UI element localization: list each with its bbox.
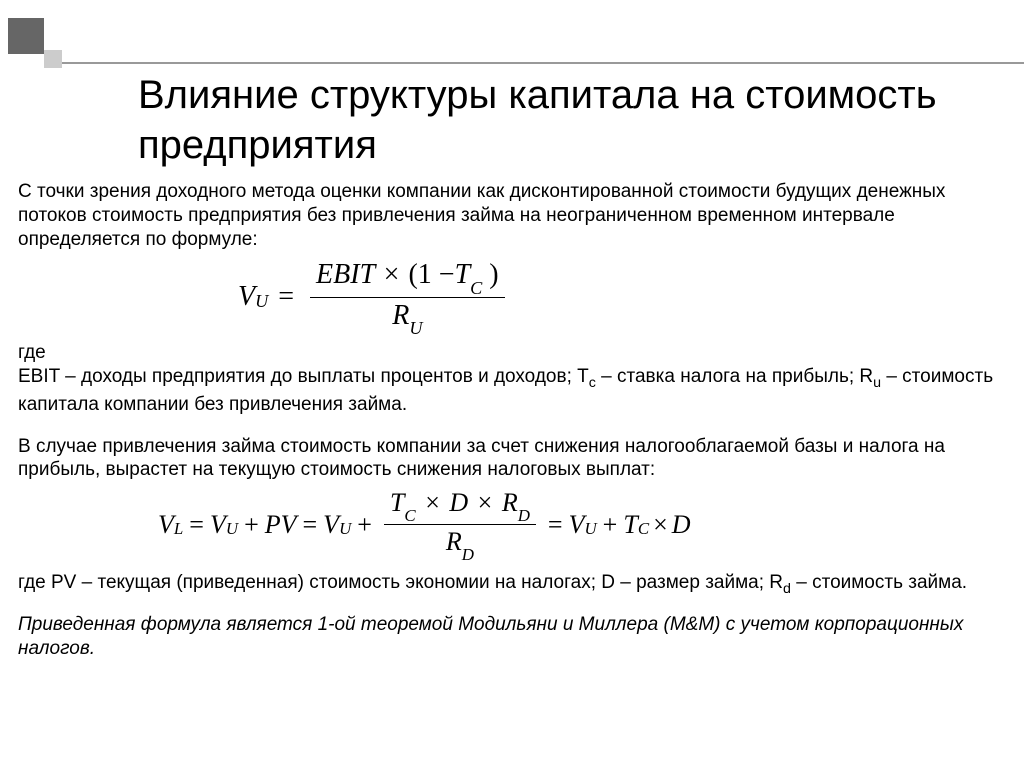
f2-num-tc-var: T: [390, 488, 404, 517]
f2-num-rd-var: R: [502, 488, 518, 517]
f1-numerator: EBIT × (1 −TC ): [310, 259, 505, 297]
f2-t3-var: V: [323, 510, 339, 540]
f1-num-ebit: EBIT: [316, 259, 375, 290]
f2-plus2: +: [357, 510, 372, 540]
slide-title: Влияние структуры капитала на стоимость …: [138, 70, 1006, 170]
f1-eq: =: [278, 281, 294, 313]
f2-times3: ×: [653, 510, 668, 540]
f2-plus3: +: [603, 510, 618, 540]
f2-t1-var: V: [210, 510, 226, 540]
f1-num-close: ): [489, 259, 498, 290]
f2-t5-sub: C: [638, 519, 649, 539]
f2-numerator: TC × D × RD: [384, 488, 536, 524]
f1-den-var: R: [392, 300, 409, 331]
f1-fraction: EBIT × (1 −TC ) RU: [310, 259, 505, 335]
f2-fraction: TC × D × RD RD: [384, 488, 536, 561]
f2-eq2: =: [303, 510, 318, 540]
f1-num-tc-var: T: [455, 259, 471, 290]
f2-num-d: D: [449, 488, 468, 517]
formula-vu: VU = EBIT × (1 −TC ) RU: [18, 259, 1006, 335]
where-label: где: [18, 341, 1006, 365]
f1-lhs-var: V: [238, 281, 255, 313]
decor-square-large: [8, 18, 44, 54]
f2-num-rd-sub: D: [518, 506, 530, 525]
f2-num-times2: ×: [478, 488, 493, 517]
f2-t4-sub: U: [584, 519, 596, 539]
f2-t3-sub: U: [339, 519, 351, 539]
f2-eq1: =: [189, 510, 204, 540]
f1-lhs-sub: U: [255, 291, 268, 312]
f1-den-sub: U: [409, 318, 422, 338]
top-divider: [62, 62, 1024, 64]
f1-num-tc-sub: C: [470, 278, 482, 298]
f2-num-times1: ×: [425, 488, 440, 517]
f2-lhs-var: V: [158, 510, 174, 540]
f2-eq3: =: [548, 510, 563, 540]
f2-denominator: RD: [384, 524, 536, 561]
footnote: Приведенная формула является 1-ой теорем…: [18, 613, 1006, 661]
f2-den-sub: D: [462, 545, 474, 564]
decor-square-small: [44, 50, 62, 68]
f2-den-var: R: [446, 527, 462, 556]
f2-t4-var: V: [569, 510, 585, 540]
formula-vl: VL = VU + PV = VU + TC × D × RD RD = VU …: [18, 488, 1006, 561]
intro-paragraph: С точки зрения доходного метода оценки к…: [18, 180, 1006, 251]
definitions-1: EBIT – доходы предприятия до выплаты про…: [18, 365, 1006, 416]
f1-num-times: ×: [384, 259, 400, 290]
f2-num-tc-sub: C: [404, 506, 415, 525]
f2-pv: PV: [265, 510, 297, 540]
f2-lhs-sub: L: [174, 519, 183, 539]
definitions-2: где PV – текущая (приведенная) стоимость…: [18, 571, 1006, 599]
f1-denominator: RU: [310, 297, 505, 336]
f2-t6: D: [672, 510, 691, 540]
f2-plus1: +: [244, 510, 259, 540]
f2-t5-var: T: [623, 510, 637, 540]
f2-t1-sub: U: [226, 519, 238, 539]
f1-num-open: (1 −: [408, 259, 454, 290]
paragraph-2: В случае привлечения займа стоимость ком…: [18, 435, 1006, 483]
slide-content: Влияние структуры капитала на стоимость …: [18, 70, 1006, 661]
